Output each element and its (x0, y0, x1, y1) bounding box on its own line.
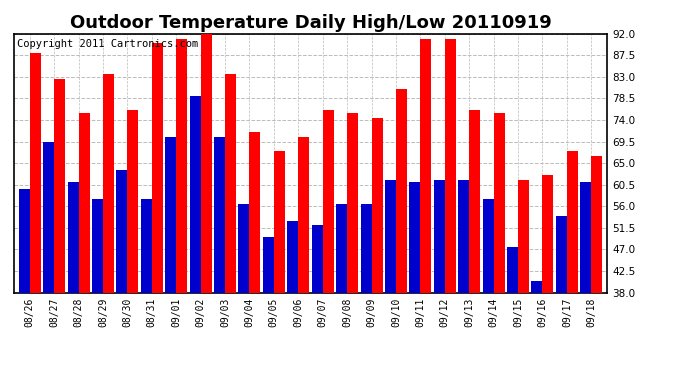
Bar (385, 180, 396, 375)
Bar (361, 204, 371, 375)
Bar (287, 220, 298, 375)
Bar (68, 182, 79, 375)
Bar (493, 113, 504, 375)
Bar (580, 182, 591, 375)
Bar (19, 189, 30, 375)
Bar (103, 75, 114, 375)
Title: Outdoor Temperature Daily High/Low 20110919: Outdoor Temperature Daily High/Low 20110… (70, 14, 551, 32)
Bar (201, 32, 212, 375)
Bar (542, 175, 553, 375)
Bar (396, 89, 407, 375)
Bar (54, 79, 65, 375)
Bar (347, 113, 358, 375)
Bar (518, 180, 529, 375)
Bar (445, 39, 456, 375)
Bar (312, 225, 323, 375)
Bar (43, 142, 54, 375)
Bar (274, 151, 285, 375)
Bar (165, 137, 176, 375)
Bar (483, 199, 493, 375)
Bar (531, 280, 542, 375)
Bar (409, 182, 420, 375)
Bar (591, 156, 602, 375)
Bar (336, 204, 347, 375)
Bar (214, 137, 225, 375)
Bar (469, 110, 480, 375)
Bar (263, 237, 274, 375)
Bar (225, 75, 236, 375)
Bar (30, 53, 41, 375)
Bar (176, 39, 187, 375)
Text: Copyright 2011 Cartronics.com: Copyright 2011 Cartronics.com (17, 39, 198, 49)
Bar (190, 96, 201, 375)
Bar (128, 110, 138, 375)
Bar (152, 44, 163, 375)
Bar (567, 151, 578, 375)
Bar (323, 110, 334, 375)
Bar (239, 204, 250, 375)
Bar (79, 113, 90, 375)
Bar (250, 132, 260, 375)
Bar (141, 199, 152, 375)
Bar (556, 216, 567, 375)
Bar (92, 199, 103, 375)
Bar (507, 247, 518, 375)
Bar (458, 180, 469, 375)
Bar (117, 170, 128, 375)
Bar (298, 137, 309, 375)
Bar (420, 39, 431, 375)
Bar (434, 180, 445, 375)
Bar (371, 118, 382, 375)
